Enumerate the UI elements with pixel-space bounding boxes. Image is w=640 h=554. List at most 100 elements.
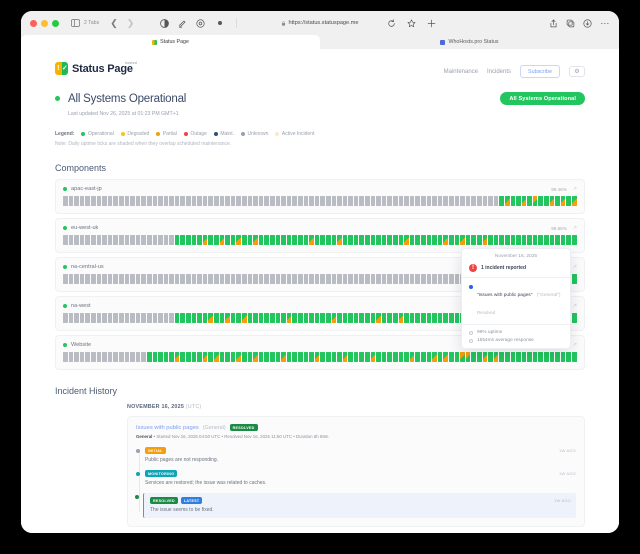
uptime-tick[interactable] — [96, 352, 102, 362]
uptime-tick[interactable] — [544, 196, 549, 206]
uptime-tick[interactable] — [521, 235, 527, 245]
close-window-button[interactable] — [30, 19, 37, 27]
uptime-tick[interactable] — [113, 274, 118, 284]
uptime-tick[interactable] — [482, 352, 488, 362]
uptime-tick[interactable] — [118, 274, 124, 284]
uptime-tick[interactable] — [409, 196, 415, 206]
uptime-tick[interactable] — [381, 196, 387, 206]
uptime-tick[interactable] — [113, 352, 118, 362]
uptime-tick[interactable] — [415, 235, 420, 245]
uptime-tick[interactable] — [79, 313, 85, 323]
uptime-tick[interactable] — [258, 235, 264, 245]
uptime-tick[interactable] — [146, 352, 152, 362]
uptime-tick[interactable] — [342, 235, 348, 245]
uptime-tick[interactable] — [314, 313, 320, 323]
uptime-tick[interactable] — [314, 274, 320, 284]
uptime-tick[interactable] — [191, 352, 197, 362]
uptime-tick[interactable] — [544, 235, 549, 245]
uptime-tick[interactable] — [566, 352, 572, 362]
uptime-tick[interactable] — [214, 274, 219, 284]
uptime-tick[interactable] — [303, 235, 309, 245]
uptime-tick[interactable] — [281, 196, 286, 206]
uptime-tick[interactable] — [163, 235, 169, 245]
uptime-tick[interactable] — [124, 274, 130, 284]
uptime-tick[interactable] — [365, 274, 370, 284]
uptime-tick[interactable] — [79, 352, 85, 362]
uptime-tick[interactable] — [348, 235, 353, 245]
uptime-tick[interactable] — [387, 235, 393, 245]
uptime-tick[interactable] — [169, 196, 174, 206]
uptime-tick[interactable] — [236, 352, 241, 362]
uptime-tick[interactable] — [421, 352, 426, 362]
uptime-tick[interactable] — [230, 235, 236, 245]
uptime-tick[interactable] — [404, 274, 409, 284]
uptime-tick[interactable] — [365, 235, 370, 245]
uptime-tick[interactable] — [107, 274, 113, 284]
uptime-tick[interactable] — [297, 235, 303, 245]
uptime-tick[interactable] — [376, 274, 381, 284]
uptime-tick[interactable] — [572, 196, 577, 206]
uptime-tick[interactable] — [74, 313, 79, 323]
uptime-tick[interactable] — [85, 274, 90, 284]
uptime-tick[interactable] — [90, 235, 96, 245]
uptime-tick[interactable] — [63, 235, 68, 245]
uptime-tick[interactable] — [85, 352, 90, 362]
uptime-tick[interactable] — [471, 352, 476, 362]
uptime-tick[interactable] — [96, 196, 102, 206]
uptime-tick[interactable] — [421, 235, 426, 245]
uptime-tick[interactable] — [342, 196, 348, 206]
uptime-tick[interactable] — [527, 235, 532, 245]
uptime-tick[interactable] — [146, 313, 152, 323]
uptime-tick[interactable] — [370, 235, 376, 245]
uptime-tick[interactable] — [236, 274, 241, 284]
uptime-tick[interactable] — [197, 196, 202, 206]
uptime-tick[interactable] — [482, 196, 488, 206]
uptime-tick[interactable] — [102, 196, 107, 206]
uptime-tick[interactable] — [527, 196, 532, 206]
uptime-tick[interactable] — [432, 352, 437, 362]
uptime-tick[interactable] — [370, 196, 376, 206]
uptime-tick[interactable] — [79, 235, 85, 245]
uptime-tick[interactable] — [353, 235, 359, 245]
uptime-tick[interactable] — [219, 352, 225, 362]
uptime-tick[interactable] — [465, 352, 471, 362]
uptime-tick[interactable] — [398, 196, 404, 206]
uptime-tick[interactable] — [74, 352, 79, 362]
uptime-tick[interactable] — [247, 313, 253, 323]
uptime-tick[interactable] — [320, 274, 325, 284]
uptime-tick[interactable] — [337, 313, 342, 323]
uptime-tick[interactable] — [348, 196, 353, 206]
uptime-tick[interactable] — [113, 313, 118, 323]
uptime-tick[interactable] — [572, 313, 577, 323]
uptime-tick[interactable] — [393, 235, 398, 245]
uptime-tick[interactable] — [499, 196, 504, 206]
uptime-tick[interactable] — [258, 196, 264, 206]
uptime-tick[interactable] — [353, 274, 359, 284]
uptime-tick[interactable] — [180, 196, 186, 206]
uptime-tick[interactable] — [437, 313, 443, 323]
bookmark-star-icon[interactable] — [407, 18, 416, 28]
uptime-tick[interactable] — [325, 313, 331, 323]
uptime-tick[interactable] — [214, 313, 219, 323]
uptime-tick[interactable] — [409, 235, 415, 245]
uptime-tick[interactable] — [448, 352, 454, 362]
extension-dot-icon[interactable] — [218, 21, 223, 25]
uptime-tick[interactable] — [174, 235, 180, 245]
uptime-tick[interactable] — [186, 196, 191, 206]
uptime-tick[interactable] — [79, 196, 85, 206]
uptime-tick[interactable] — [191, 196, 197, 206]
uptime-tick[interactable] — [309, 196, 314, 206]
uptime-tick[interactable] — [118, 235, 124, 245]
uptime-tick[interactable] — [90, 196, 96, 206]
uptime-tick[interactable] — [130, 313, 135, 323]
forward-button[interactable]: ❯ — [126, 17, 135, 28]
uptime-tick[interactable] — [197, 235, 202, 245]
uptime-tick[interactable] — [186, 235, 191, 245]
uptime-tick[interactable] — [107, 352, 113, 362]
uptime-tick[interactable] — [454, 313, 460, 323]
uptime-tick[interactable] — [225, 235, 230, 245]
uptime-tick[interactable] — [297, 196, 303, 206]
uptime-tick[interactable] — [186, 352, 191, 362]
uptime-tick[interactable] — [381, 352, 387, 362]
uptime-tick[interactable] — [63, 274, 68, 284]
